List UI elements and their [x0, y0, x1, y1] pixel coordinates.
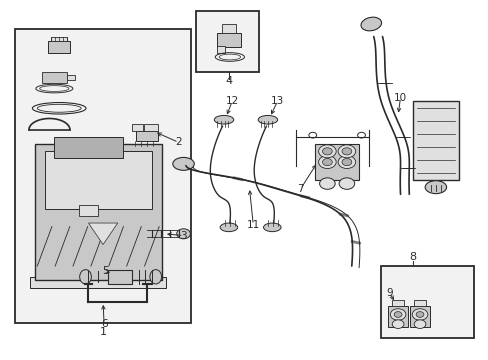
Text: 3: 3: [180, 231, 186, 240]
Bar: [387, 306, 407, 327]
Bar: [136, 131, 158, 141]
Ellipse shape: [411, 309, 427, 320]
Text: 8: 8: [408, 252, 415, 262]
Bar: [132, 124, 143, 131]
Text: 6: 6: [101, 319, 107, 329]
Ellipse shape: [318, 156, 335, 168]
Bar: [380, 266, 473, 338]
Ellipse shape: [263, 223, 281, 231]
Ellipse shape: [413, 320, 425, 328]
Ellipse shape: [341, 148, 351, 155]
Text: 13: 13: [270, 96, 284, 106]
Text: 2: 2: [175, 138, 182, 147]
Bar: [48, 41, 70, 53]
Polygon shape: [42, 72, 66, 83]
Bar: [413, 301, 425, 306]
Bar: [391, 301, 403, 306]
Ellipse shape: [318, 145, 335, 158]
Ellipse shape: [338, 178, 354, 189]
Text: 9: 9: [385, 288, 392, 298]
Polygon shape: [88, 223, 118, 244]
Bar: [108, 270, 132, 284]
Text: 11: 11: [246, 220, 259, 230]
Bar: [216, 46, 225, 53]
Ellipse shape: [220, 223, 237, 231]
Bar: [35, 144, 161, 280]
Bar: [409, 306, 429, 327]
Ellipse shape: [322, 158, 331, 166]
Ellipse shape: [391, 320, 403, 328]
Ellipse shape: [424, 181, 446, 194]
Ellipse shape: [258, 116, 277, 124]
Ellipse shape: [360, 17, 381, 31]
Bar: [15, 30, 190, 323]
Ellipse shape: [172, 157, 194, 170]
Bar: [221, 24, 236, 33]
Ellipse shape: [337, 145, 355, 158]
Ellipse shape: [393, 312, 401, 318]
Bar: [51, 37, 67, 41]
Ellipse shape: [80, 270, 91, 284]
Bar: [66, 75, 75, 80]
Text: 1: 1: [100, 327, 106, 337]
Bar: [315, 144, 358, 180]
Bar: [412, 101, 458, 180]
Bar: [44, 151, 152, 209]
Ellipse shape: [319, 178, 334, 189]
Text: 5: 5: [102, 266, 109, 276]
Text: 7: 7: [297, 184, 303, 194]
Text: 4: 4: [225, 76, 232, 86]
Ellipse shape: [389, 309, 405, 320]
Bar: [144, 124, 158, 131]
Ellipse shape: [415, 312, 423, 318]
Bar: [54, 137, 122, 158]
Ellipse shape: [214, 116, 233, 124]
Ellipse shape: [341, 158, 351, 166]
Ellipse shape: [150, 270, 161, 284]
Ellipse shape: [337, 156, 355, 168]
Ellipse shape: [322, 148, 331, 155]
Ellipse shape: [176, 229, 190, 239]
Bar: [216, 33, 241, 47]
Text: 12: 12: [225, 96, 239, 106]
Bar: [195, 12, 259, 72]
Bar: [79, 205, 98, 216]
Bar: [30, 277, 166, 288]
Text: 10: 10: [393, 93, 407, 103]
